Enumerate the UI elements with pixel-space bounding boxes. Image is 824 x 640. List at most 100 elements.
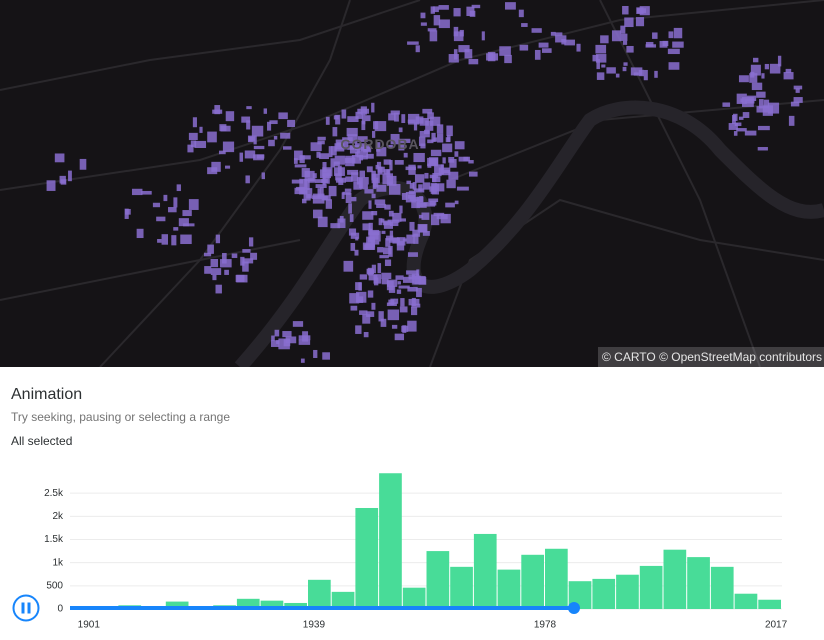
- building: [376, 161, 382, 168]
- building: [446, 179, 456, 189]
- building: [389, 184, 401, 195]
- building: [414, 174, 425, 183]
- building: [398, 138, 411, 143]
- building: [355, 151, 359, 157]
- building: [367, 290, 374, 298]
- building: [668, 31, 674, 39]
- building: [383, 221, 393, 229]
- building: [383, 159, 391, 165]
- building: [654, 70, 658, 78]
- building: [429, 30, 438, 42]
- building: [330, 223, 341, 229]
- building: [534, 49, 541, 60]
- building: [376, 147, 387, 157]
- building: [415, 45, 420, 53]
- building: [722, 102, 731, 107]
- building: [734, 122, 742, 127]
- building: [359, 310, 368, 315]
- building: [422, 182, 431, 190]
- building: [469, 10, 476, 17]
- building: [312, 195, 322, 200]
- building: [361, 155, 368, 160]
- building: [411, 199, 420, 209]
- building: [636, 7, 644, 14]
- building: [645, 41, 654, 47]
- building: [294, 164, 307, 168]
- building: [152, 202, 161, 208]
- building: [445, 202, 455, 208]
- building: [738, 75, 749, 83]
- building: [348, 203, 352, 214]
- building: [192, 117, 197, 128]
- building: [742, 112, 750, 118]
- building: [622, 66, 627, 72]
- building: [218, 150, 226, 155]
- building: [306, 188, 313, 199]
- building: [231, 253, 238, 258]
- building: [777, 55, 782, 67]
- building: [335, 139, 343, 150]
- building: [322, 162, 327, 173]
- building: [239, 152, 244, 162]
- building: [125, 208, 131, 215]
- building: [334, 167, 345, 176]
- building: [301, 198, 307, 204]
- building: [420, 22, 427, 26]
- building: [358, 177, 363, 189]
- attribution[interactable]: © CARTO © OpenStreetMap contributors: [598, 347, 824, 367]
- building: [519, 44, 529, 51]
- building: [541, 48, 552, 53]
- building: [333, 115, 339, 120]
- building: [328, 146, 333, 158]
- building: [418, 136, 426, 146]
- bar: [260, 600, 284, 609]
- bars[interactable]: [71, 473, 781, 609]
- bar: [639, 565, 663, 609]
- building: [406, 180, 412, 185]
- building: [411, 306, 418, 316]
- building: [301, 168, 310, 178]
- building: [337, 218, 346, 229]
- building: [592, 54, 599, 62]
- building: [504, 54, 512, 64]
- building: [294, 150, 303, 161]
- building: [417, 223, 428, 233]
- building: [456, 186, 469, 191]
- building: [376, 203, 386, 208]
- building: [453, 31, 464, 42]
- widget: Animation Try seeking, pausing or select…: [0, 367, 824, 640]
- building: [371, 170, 376, 181]
- building: [463, 156, 469, 162]
- building: [407, 320, 417, 332]
- building: [744, 130, 757, 136]
- building: [440, 164, 444, 175]
- building: [749, 73, 758, 83]
- building: [178, 218, 189, 227]
- building: [413, 152, 425, 163]
- building: [406, 270, 418, 275]
- building: [250, 252, 258, 260]
- progress-thumb[interactable]: [568, 602, 580, 614]
- building: [356, 291, 367, 303]
- building: [371, 102, 375, 113]
- building: [427, 163, 432, 168]
- building: [424, 172, 429, 179]
- bar: [426, 551, 450, 609]
- building: [350, 305, 358, 311]
- building: [427, 139, 434, 144]
- building: [253, 135, 257, 145]
- y-tick-label: 1.5k: [44, 534, 64, 545]
- map[interactable]: CORDOBA © CARTO © OpenStreetMap contribu…: [0, 0, 824, 367]
- building: [253, 154, 264, 161]
- building: [395, 275, 404, 280]
- pause-button[interactable]: [12, 594, 40, 622]
- building: [282, 331, 292, 338]
- building: [446, 125, 453, 137]
- building: [368, 200, 372, 209]
- building: [643, 69, 648, 81]
- building: [384, 204, 391, 210]
- building: [335, 114, 341, 125]
- building: [419, 117, 429, 126]
- building: [499, 46, 511, 56]
- building: [464, 49, 473, 59]
